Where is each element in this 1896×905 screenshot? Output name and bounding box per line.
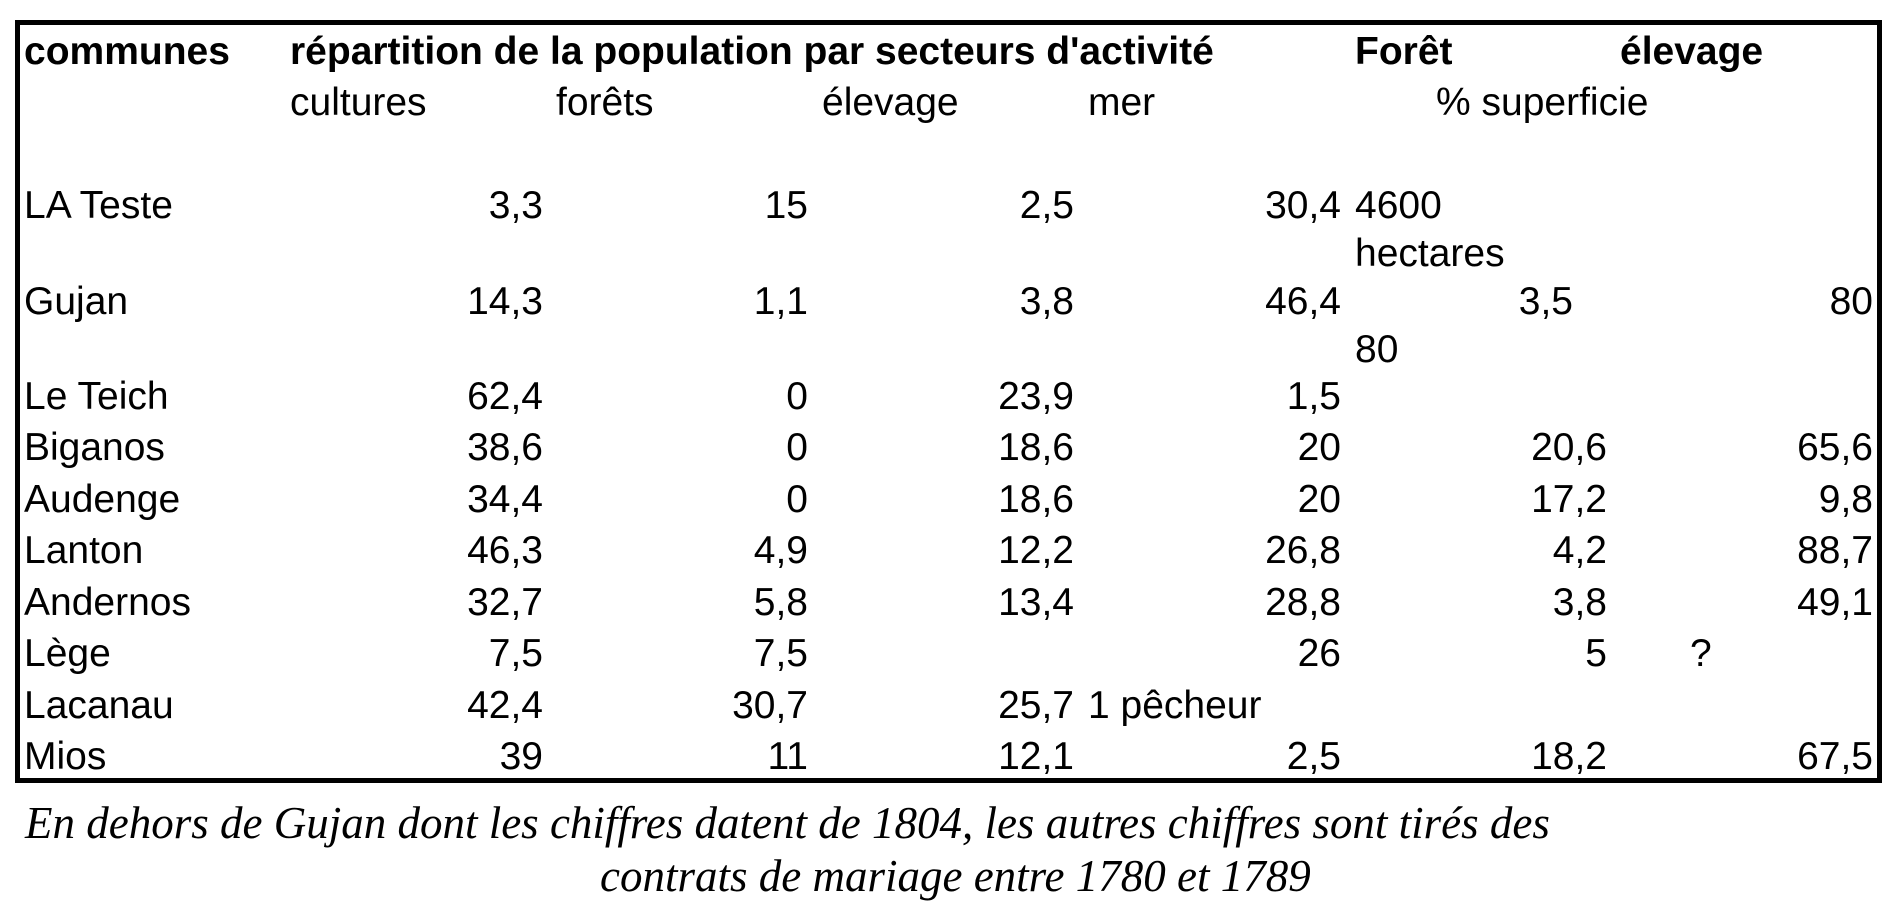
row-commune: Biganos [24,426,165,469]
cell-elevage-pct: 9,8 [1818,478,1873,521]
cell-elevage: 18,6 [998,426,1074,469]
cell-elevage-pct: ? [1690,632,1712,675]
cell-elevage: 12,2 [998,529,1074,572]
row-commune: LA Teste [24,184,173,227]
cell-elevage: 23,9 [998,375,1074,418]
row-commune: Lège [24,632,111,675]
cell-cultures: 62,4 [467,375,543,418]
cell-forets: 0 [786,375,808,418]
cell-elevage: 18,6 [998,478,1074,521]
cell-mer: 2,5 [1286,735,1341,778]
cell-foret: 5 [1585,632,1607,675]
cell-elevage-pct: 49,1 [1797,581,1873,624]
cell-forets: 4,9 [753,529,808,572]
cell-foret: 20,6 [1531,426,1607,469]
subheader-cultures: cultures [290,81,427,124]
header-elevage: élevage [1620,30,1764,73]
cell-foret: 4,2 [1552,529,1607,572]
cell-foret-note-2: hectares [1355,232,1505,275]
cell-elevage-pct: 67,5 [1797,735,1873,778]
header-repartition: répartition de la population par secteur… [290,30,1214,73]
cell-cultures: 38,6 [467,426,543,469]
cell-cultures: 42,4 [467,684,543,727]
subheader-mer: mer [1088,81,1156,124]
row-commune: Gujan [24,280,129,323]
cell-elevage: 12,1 [998,735,1074,778]
cell-mer: 28,8 [1265,581,1341,624]
cell-cultures: 14,3 [467,280,543,323]
row-commune: Lacanau [24,684,174,727]
footnote-line-2: contrats de mariage entre 1780 et 1789 [600,851,1311,901]
cell-mer: 46,4 [1265,280,1341,323]
cell-elevage: 3,8 [1019,280,1074,323]
cell-forets: 11 [767,735,809,778]
row-commune: Andernos [24,581,191,624]
header-communes: communes [24,30,230,73]
subheader-forets: forêts [556,81,654,124]
cell-elevage: 2,5 [1019,184,1074,227]
cell-elevage: 13,4 [998,581,1074,624]
cell-foret: 3,8 [1552,581,1607,624]
row-commune: Audenge [24,478,181,521]
cell-cultures: 32,7 [467,581,543,624]
subheader-pct-superficie: % superficie [1436,81,1649,124]
cell-elevage-pct: 80 [1829,280,1873,323]
cell-cultures: 7,5 [488,632,543,675]
cell-mer: 1 pêcheur [1088,684,1262,727]
cell-forets: 5,8 [753,581,808,624]
cell-forets: 0 [786,426,808,469]
cell-cultures: 39 [499,735,543,778]
cell-mer: 26,8 [1265,529,1341,572]
cell-mer: 20 [1297,426,1341,469]
cell-forets: 15 [764,184,808,227]
row-commune: Mios [24,735,107,778]
subheader-elevage: élevage [822,81,959,124]
cell-cultures: 34,4 [467,478,543,521]
header-foret: Forêt [1355,30,1453,73]
cell-mer: 30,4 [1265,184,1341,227]
row-commune: Le Teich [24,375,169,418]
cell-forets: 7,5 [753,632,808,675]
cell-elevage-pct: 88,7 [1797,529,1873,572]
cell-elevage: 25,7 [998,684,1074,727]
cell-foret: 17,2 [1531,478,1607,521]
cell-elevage-pct: 65,6 [1797,426,1873,469]
cell-foret: 18,2 [1531,735,1607,778]
cell-foret-note-1: 4600 [1355,184,1442,227]
cell-cultures: 46,3 [467,529,543,572]
cell-forets: 1,1 [753,280,808,323]
footnote-line-1: En dehors de Gujan dont les chiffres dat… [25,798,1550,848]
cell-mer: 26 [1297,632,1341,675]
cell-mer: 20 [1297,478,1341,521]
cell-cultures: 3,3 [488,184,543,227]
cell-foret: 3,5 [1518,280,1573,323]
cell-forets: 30,7 [732,684,808,727]
cell-forets: 0 [786,478,808,521]
cell-extra: 80 [1355,328,1399,371]
cell-mer: 1,5 [1286,375,1341,418]
row-commune: Lanton [24,529,144,572]
table-frame [15,20,1882,783]
